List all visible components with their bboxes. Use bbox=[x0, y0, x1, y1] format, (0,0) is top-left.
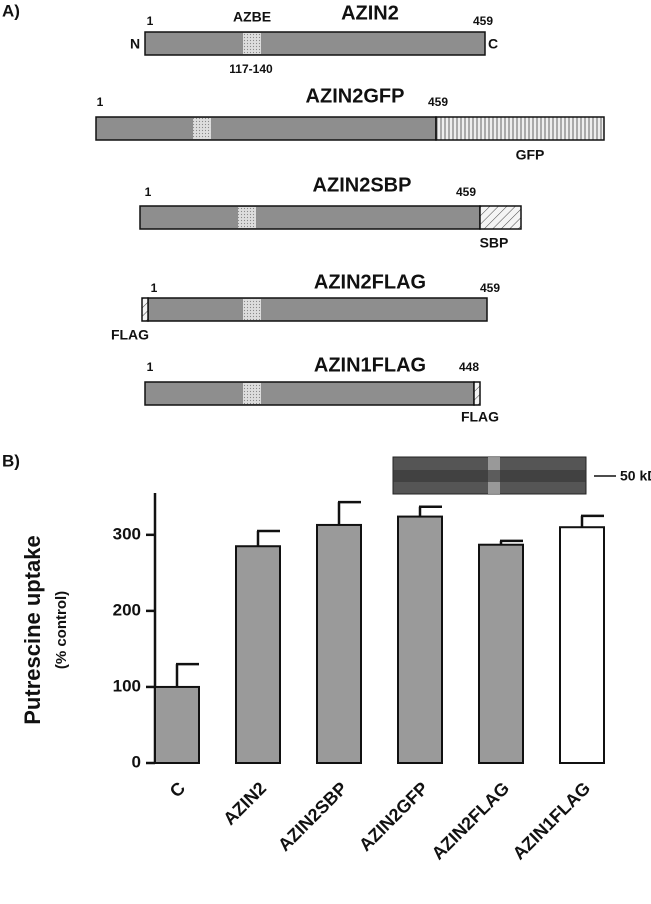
end-residue: 459 bbox=[456, 185, 476, 199]
tag-region bbox=[479, 205, 522, 230]
start-residue: 1 bbox=[151, 281, 158, 295]
bar bbox=[316, 523, 362, 764]
x-tick-label: AZIN2 bbox=[219, 778, 270, 829]
bar bbox=[559, 526, 605, 764]
end-residue: 459 bbox=[480, 281, 500, 295]
protein-bar bbox=[147, 297, 488, 322]
start-residue: 1 bbox=[145, 185, 152, 199]
panel-label: B) bbox=[2, 451, 20, 470]
bar bbox=[235, 545, 281, 764]
error-bar bbox=[499, 539, 523, 545]
bar bbox=[478, 543, 524, 765]
x-tick-label: AZIN2GFP bbox=[355, 778, 432, 855]
protein-bar bbox=[144, 31, 486, 56]
x-tick-label: AZIN1FLAG bbox=[509, 778, 595, 864]
blot-band bbox=[393, 470, 586, 482]
end-residue: 459 bbox=[428, 95, 448, 109]
protein-bar bbox=[95, 116, 437, 141]
azbe-region bbox=[193, 118, 211, 139]
y-tick-label: 300 bbox=[113, 524, 141, 543]
tag-label: FLAG bbox=[111, 327, 149, 343]
construct-name: AZIN2GFP bbox=[306, 85, 405, 107]
x-tick-label: C bbox=[166, 778, 189, 801]
protein-bar bbox=[139, 205, 481, 230]
tag-label: SBP bbox=[480, 235, 509, 251]
tag-label: GFP bbox=[516, 147, 545, 163]
n-terminus: N bbox=[130, 36, 140, 52]
azbe-region bbox=[238, 207, 256, 228]
tag-region bbox=[473, 381, 481, 406]
bar bbox=[397, 515, 443, 764]
construct-name: AZIN2 bbox=[341, 2, 399, 24]
y-axis-sublabel: (% control) bbox=[53, 591, 70, 669]
tag-region bbox=[435, 116, 605, 141]
motif-label: AZBE bbox=[233, 9, 271, 25]
error-bar bbox=[256, 529, 280, 547]
start-residue: 1 bbox=[147, 360, 154, 374]
y-tick-label: 200 bbox=[113, 600, 141, 619]
y-tick-label: 0 bbox=[132, 752, 141, 771]
x-tick-label: AZIN2SBP bbox=[274, 778, 351, 855]
construct-name: AZIN2FLAG bbox=[314, 271, 426, 293]
error-bar bbox=[580, 514, 604, 528]
azbe-region bbox=[243, 33, 261, 54]
construct-name: AZIN1FLAG bbox=[314, 354, 426, 376]
tag-region bbox=[141, 297, 149, 322]
construct-name: AZIN2SBP bbox=[313, 174, 412, 196]
motif-range: 117-140 bbox=[229, 62, 273, 76]
error-bar bbox=[175, 662, 199, 687]
c-terminus: C bbox=[488, 36, 498, 52]
x-tick-label: AZIN2FLAG bbox=[428, 778, 514, 864]
end-residue: 459 bbox=[473, 14, 493, 28]
error-bar bbox=[418, 505, 442, 517]
protein-bar bbox=[144, 381, 475, 406]
blot-annotation: 50 kDa bbox=[620, 468, 651, 484]
tag-label: FLAG bbox=[461, 409, 499, 425]
start-residue: 1 bbox=[97, 95, 104, 109]
y-axis-label: Putrescine uptake bbox=[20, 535, 45, 725]
azbe-region bbox=[243, 383, 261, 404]
y-tick-label: 100 bbox=[113, 676, 141, 695]
end-residue: 448 bbox=[459, 360, 479, 374]
azbe-region bbox=[243, 299, 261, 320]
start-residue: 1 bbox=[147, 14, 154, 28]
error-bar bbox=[337, 500, 361, 525]
bar bbox=[154, 685, 200, 764]
panel-label: A) bbox=[2, 1, 20, 20]
